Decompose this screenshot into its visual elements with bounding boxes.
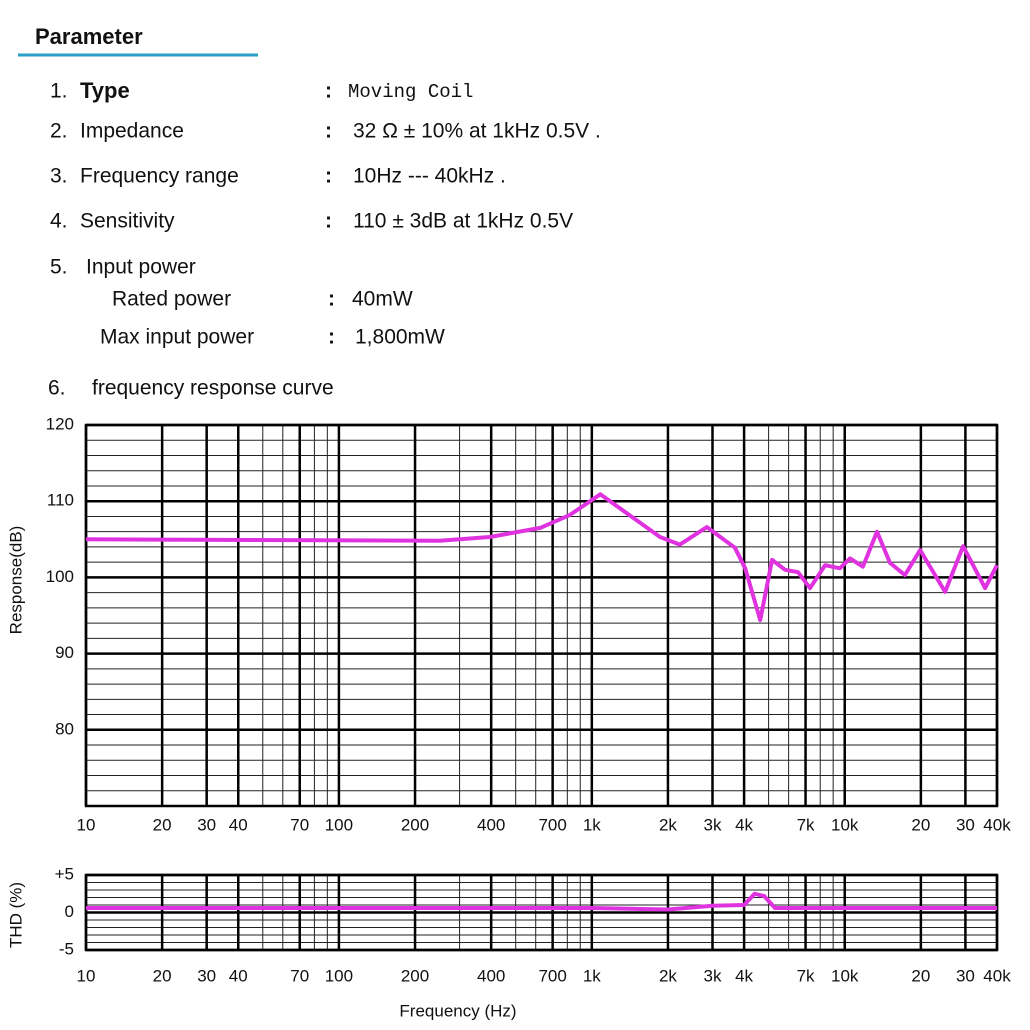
item-label: Input power <box>86 256 196 279</box>
y-tick-label: 0 <box>65 902 74 921</box>
item-number: 5. <box>50 256 68 279</box>
x-tick-label: 100 <box>325 815 353 834</box>
x-tick-label: 200 <box>401 815 429 834</box>
response-line <box>86 891 997 912</box>
y-axis-label: Response(dB) <box>6 526 25 635</box>
x-tick-label: 4k <box>735 966 753 985</box>
x-tick-label: 100 <box>325 966 353 985</box>
item-label: Impedance <box>80 120 184 143</box>
sub-label: Rated power <box>112 288 231 311</box>
sub-value: 1,800mW <box>355 326 445 349</box>
y-tick-label: 120 <box>46 414 74 433</box>
x-tick-label: 20 <box>153 815 172 834</box>
y-tick-label: 90 <box>55 643 74 662</box>
x-tick-label: 700 <box>538 966 566 985</box>
x-tick-label: 1k <box>583 966 601 985</box>
title: Parameter <box>35 24 143 49</box>
x-tick-label: 200 <box>401 966 429 985</box>
x-tick-label: 30 <box>956 966 975 985</box>
y-tick-label: 110 <box>47 491 74 510</box>
y-tick-label: 100 <box>46 567 74 586</box>
item-number: 2. <box>50 120 68 143</box>
x-tick-label: 10k <box>831 815 859 834</box>
y-tick-label: 80 <box>55 719 74 738</box>
x-tick-label: 40 <box>229 966 248 985</box>
x-tick-label: 30 <box>197 966 216 985</box>
y-tick-label: -5 <box>59 939 74 958</box>
item-value: 32 Ω ± 10% at 1kHz 0.5V . <box>353 120 601 143</box>
x-tick-label: 40 <box>229 815 248 834</box>
x-tick-label: 4k <box>735 815 753 834</box>
item-label: frequency response curve <box>92 377 334 400</box>
plot-frame <box>84 873 999 952</box>
x-tick-label: 70 <box>290 966 309 985</box>
x-axis-label: Frequency (Hz) <box>399 1001 516 1020</box>
item-label: Type <box>80 78 130 103</box>
x-tick-label: 40k <box>983 966 1011 985</box>
x-tick-label: 1k <box>583 815 601 834</box>
item-label: Frequency range <box>80 165 239 188</box>
x-tick-label: 3k <box>704 966 722 985</box>
x-tick-label: 10k <box>831 966 859 985</box>
x-tick-label: 20 <box>911 966 930 985</box>
x-tick-label: 700 <box>538 815 566 834</box>
item-label: Sensitivity <box>80 210 175 233</box>
x-tick-label: 10 <box>77 815 96 834</box>
item-number: 3. <box>50 165 68 188</box>
item-number: 4. <box>50 210 68 233</box>
y-tick-label: +5 <box>55 864 74 883</box>
x-tick-label: 30 <box>197 815 216 834</box>
item-value: 10Hz --- 40kHz . <box>353 165 506 188</box>
response-line <box>85 492 999 623</box>
item-number: 1. <box>50 80 68 103</box>
x-tick-label: 70 <box>290 815 309 834</box>
sub-value: 40mW <box>352 288 413 311</box>
plot-frame <box>84 423 999 808</box>
x-tick-label: 7k <box>797 966 815 985</box>
x-tick-label: 400 <box>477 966 505 985</box>
x-tick-label: 3k <box>704 815 722 834</box>
x-tick-label: 20 <box>911 815 930 834</box>
x-tick-label: 2k <box>659 815 677 834</box>
item-colon: : <box>325 165 332 188</box>
item-colon: : <box>325 120 332 143</box>
x-tick-label: 7k <box>797 815 815 834</box>
item-value: 110 ± 3dB at 1kHz 0.5V <box>353 210 573 233</box>
item-number: 6. <box>48 377 66 400</box>
item-colon: : <box>325 210 332 233</box>
sub-label: Max input power <box>100 326 254 349</box>
sub-colon: : <box>328 326 335 349</box>
item-value: Moving Coil <box>348 81 473 103</box>
x-tick-label: 40k <box>983 815 1011 834</box>
item-colon: : <box>325 80 332 103</box>
y-axis-label: THD (%) <box>6 882 25 948</box>
x-tick-label: 400 <box>477 815 505 834</box>
x-tick-label: 20 <box>153 966 172 985</box>
sub-colon: : <box>328 288 335 311</box>
x-tick-label: 2k <box>659 966 677 985</box>
x-tick-label: 10 <box>77 966 96 985</box>
x-tick-label: 30 <box>956 815 975 834</box>
